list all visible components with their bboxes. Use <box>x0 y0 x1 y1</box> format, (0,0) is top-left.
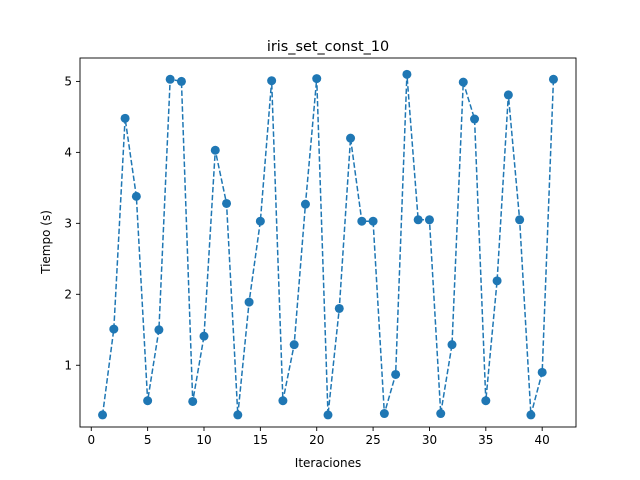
data-point <box>379 409 389 419</box>
data-point <box>357 216 367 226</box>
y-tick-label: 2 <box>64 287 72 301</box>
data-point <box>188 396 198 406</box>
data-point <box>199 331 209 341</box>
x-tick-label: 5 <box>144 433 152 447</box>
data-point <box>109 324 119 334</box>
data-point <box>323 410 333 420</box>
data-point <box>244 297 254 307</box>
data-point <box>515 215 525 225</box>
data-point <box>402 69 412 79</box>
y-tick-label: 4 <box>64 145 72 159</box>
data-point <box>154 325 164 335</box>
data-point <box>526 410 536 420</box>
data-point <box>131 191 141 201</box>
data-point <box>458 77 468 87</box>
y-axis: 1 2 3 4 5 <box>64 74 80 372</box>
data-point <box>255 216 265 226</box>
y-tick-label: 1 <box>64 358 72 372</box>
y-axis-label: Tiempo (s) <box>39 210 53 275</box>
data-point <box>481 396 491 406</box>
data-point <box>267 76 277 86</box>
data-point <box>176 76 186 86</box>
x-tick-label: 10 <box>196 433 211 447</box>
data-point <box>548 74 558 84</box>
x-axis: 0 5 10 15 20 25 30 35 40 <box>87 427 550 447</box>
data-point <box>537 367 547 377</box>
data-point <box>391 369 401 379</box>
x-tick-label: 30 <box>422 433 437 447</box>
data-point <box>368 216 378 226</box>
data-point <box>210 145 220 155</box>
data-point <box>503 90 513 100</box>
data-point <box>447 340 457 350</box>
axes-frame <box>79 57 577 428</box>
data-point <box>424 215 434 225</box>
data-point <box>413 215 423 225</box>
chart-title: iris_set_const_10 <box>267 39 389 55</box>
data-point <box>492 276 502 286</box>
data-point <box>312 74 322 84</box>
data-point <box>222 198 232 208</box>
y-tick-label: 3 <box>64 216 72 230</box>
data-point <box>470 114 480 124</box>
data-point <box>120 113 130 123</box>
data-point <box>346 133 356 143</box>
x-tick-label: 35 <box>478 433 493 447</box>
x-tick-label: 0 <box>87 433 95 447</box>
x-tick-label: 25 <box>365 433 380 447</box>
x-axis-label: Iteraciones <box>295 456 361 470</box>
x-tick-label: 20 <box>309 433 324 447</box>
x-tick-label: 15 <box>253 433 268 447</box>
data-point <box>300 199 310 209</box>
data-point <box>436 409 446 419</box>
data-point <box>289 340 299 350</box>
plot-area <box>79 57 577 428</box>
data-point <box>233 410 243 420</box>
data-point <box>278 396 288 406</box>
data-point <box>98 410 108 420</box>
data-point <box>143 396 153 406</box>
x-tick-label: 40 <box>535 433 550 447</box>
data-point <box>165 74 175 84</box>
data-point <box>334 303 344 313</box>
y-tick-label: 5 <box>64 74 72 88</box>
